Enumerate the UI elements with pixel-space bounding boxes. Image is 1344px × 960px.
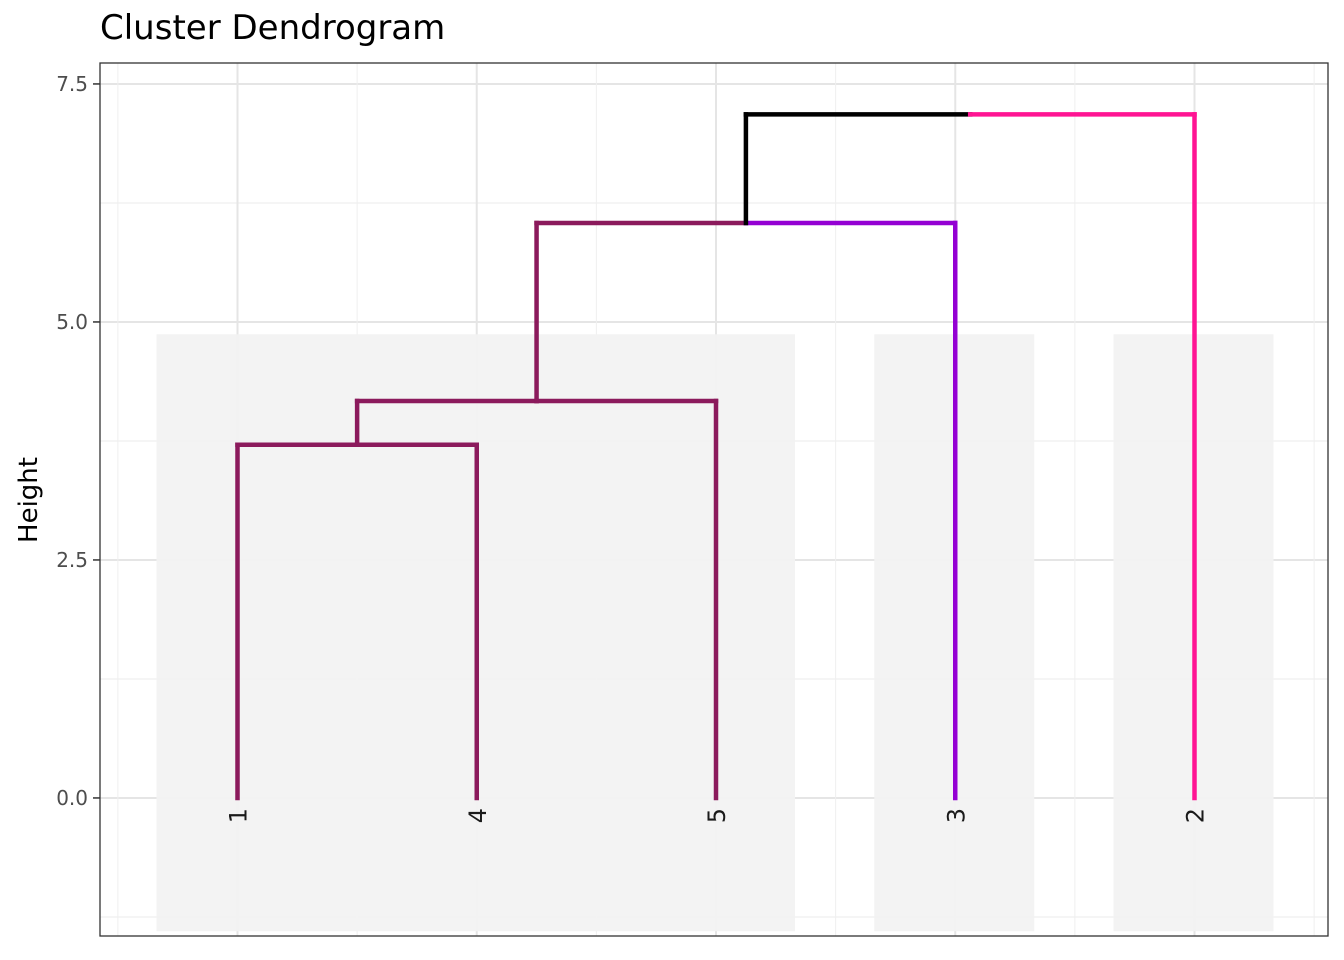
- y-axis: 0.0 2.5 5.0 7.5: [56, 72, 100, 810]
- y-tick-label: 2.5: [56, 548, 88, 572]
- y-tick-label: 0.0: [56, 786, 88, 810]
- leaf-label: 4: [464, 808, 492, 823]
- y-axis-title: Height: [14, 457, 44, 543]
- leaf-label: 1: [225, 808, 253, 823]
- leaf-label: 2: [1182, 808, 1210, 823]
- chart-title: Cluster Dendrogram: [100, 8, 446, 48]
- leaf-labels: 1 4 5 3 2: [225, 808, 1210, 823]
- leaf-label: 3: [942, 808, 970, 823]
- y-tick-label: 7.5: [56, 72, 88, 96]
- leaf-label: 5: [703, 808, 731, 823]
- y-tick-label: 5.0: [56, 310, 88, 334]
- panel-border: [99, 62, 1329, 937]
- branches: [235, 112, 1197, 801]
